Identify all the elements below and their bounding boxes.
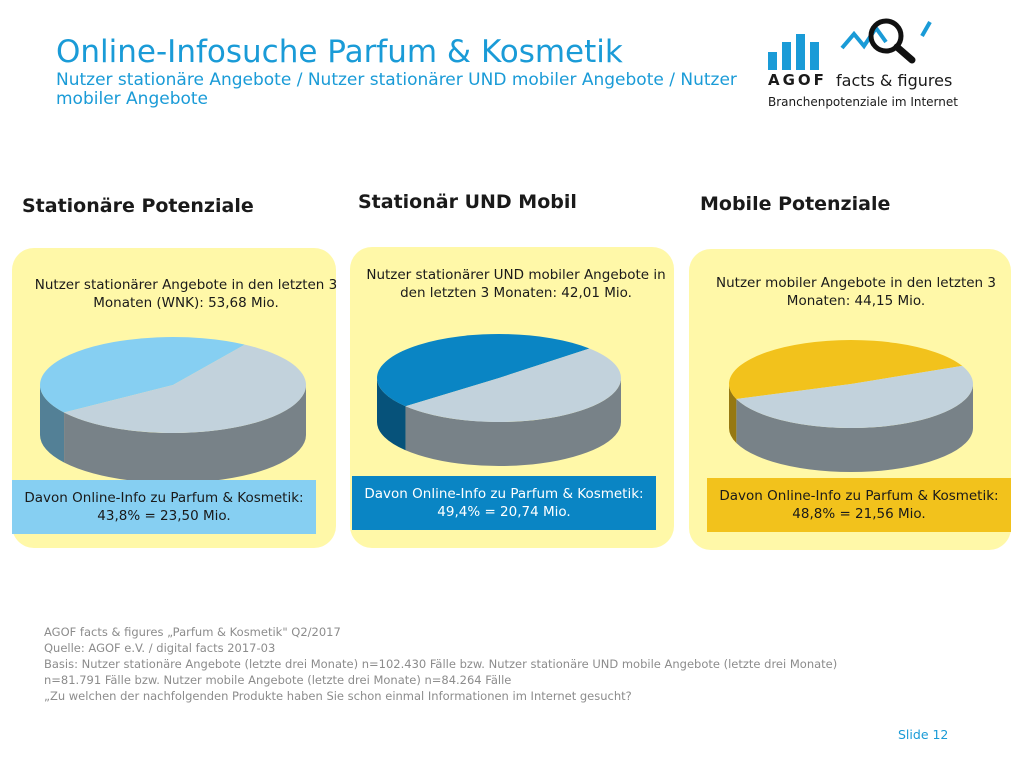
pie-slice-highlight	[39, 337, 245, 413]
pie-side-segment	[405, 378, 621, 466]
section-title-mobile: Mobile Potenziale	[700, 193, 891, 215]
pie-chart-both	[376, 333, 621, 466]
footer-line: AGOF facts & figures „Parfum & Kosmetik"…	[44, 625, 341, 639]
description-both: Nutzer stationärer UND mobiler Angebote …	[366, 267, 666, 301]
logo-brand: AGOF	[768, 71, 827, 89]
pie-slice-rest	[64, 344, 306, 433]
slide-number: Slide 12	[898, 727, 949, 742]
footer-line: Basis: Nutzer stationäre Angebote (letzt…	[44, 657, 838, 671]
section-title-both: Stationär UND Mobil	[358, 191, 577, 213]
logo-tagline: Branchenpotenziale im Internet	[768, 95, 958, 109]
pie-side-segment	[729, 384, 737, 444]
pie-chart-mobile	[729, 340, 974, 472]
footer-line: Quelle: AGOF e.V. / digital facts 2017-0…	[44, 641, 276, 655]
pie-slice-rest	[405, 348, 621, 422]
page-subtitle: Nutzer stationäre Angebote / Nutzer stat…	[56, 70, 737, 109]
pie-side-segment	[377, 378, 406, 451]
section-title-stationary: Stationäre Potenziale	[22, 195, 254, 217]
pie-side-segment	[40, 385, 65, 463]
footer-line: n=81.791 Fälle bzw. Nutzer mobile Angebo…	[44, 673, 512, 687]
highlight-mobile: Davon Online-Info zu Parfum & Kosmetik: …	[707, 478, 1011, 532]
page-title: Online-Infosuche Parfum & Kosmetik	[56, 34, 623, 70]
footer-notes: AGOF facts & figures „Parfum & Kosmetik"…	[44, 624, 984, 704]
highlight-stationary: Davon Online-Info zu Parfum & Kosmetik: …	[12, 480, 316, 534]
highlight-both: Davon Online-Info zu Parfum & Kosmetik: …	[352, 476, 656, 530]
description-stationary: Nutzer stationärer Angebote in den letzt…	[34, 277, 338, 311]
logo-product: facts & figures	[836, 71, 953, 90]
pie-side-segment	[736, 384, 973, 472]
bar-chart-magnifier-icon	[768, 18, 932, 70]
description-mobile: Nutzer mobiler Angebote in den letzten 3…	[716, 275, 996, 309]
pie-slice-highlight	[376, 333, 590, 407]
pie-chart-stationary	[39, 337, 306, 483]
footer-line: „Zu welchen der nachfolgenden Produkte h…	[44, 689, 632, 703]
pie-side-segment	[64, 385, 306, 483]
pie-slice-highlight	[729, 340, 963, 400]
pie-slice-rest	[736, 365, 974, 429]
